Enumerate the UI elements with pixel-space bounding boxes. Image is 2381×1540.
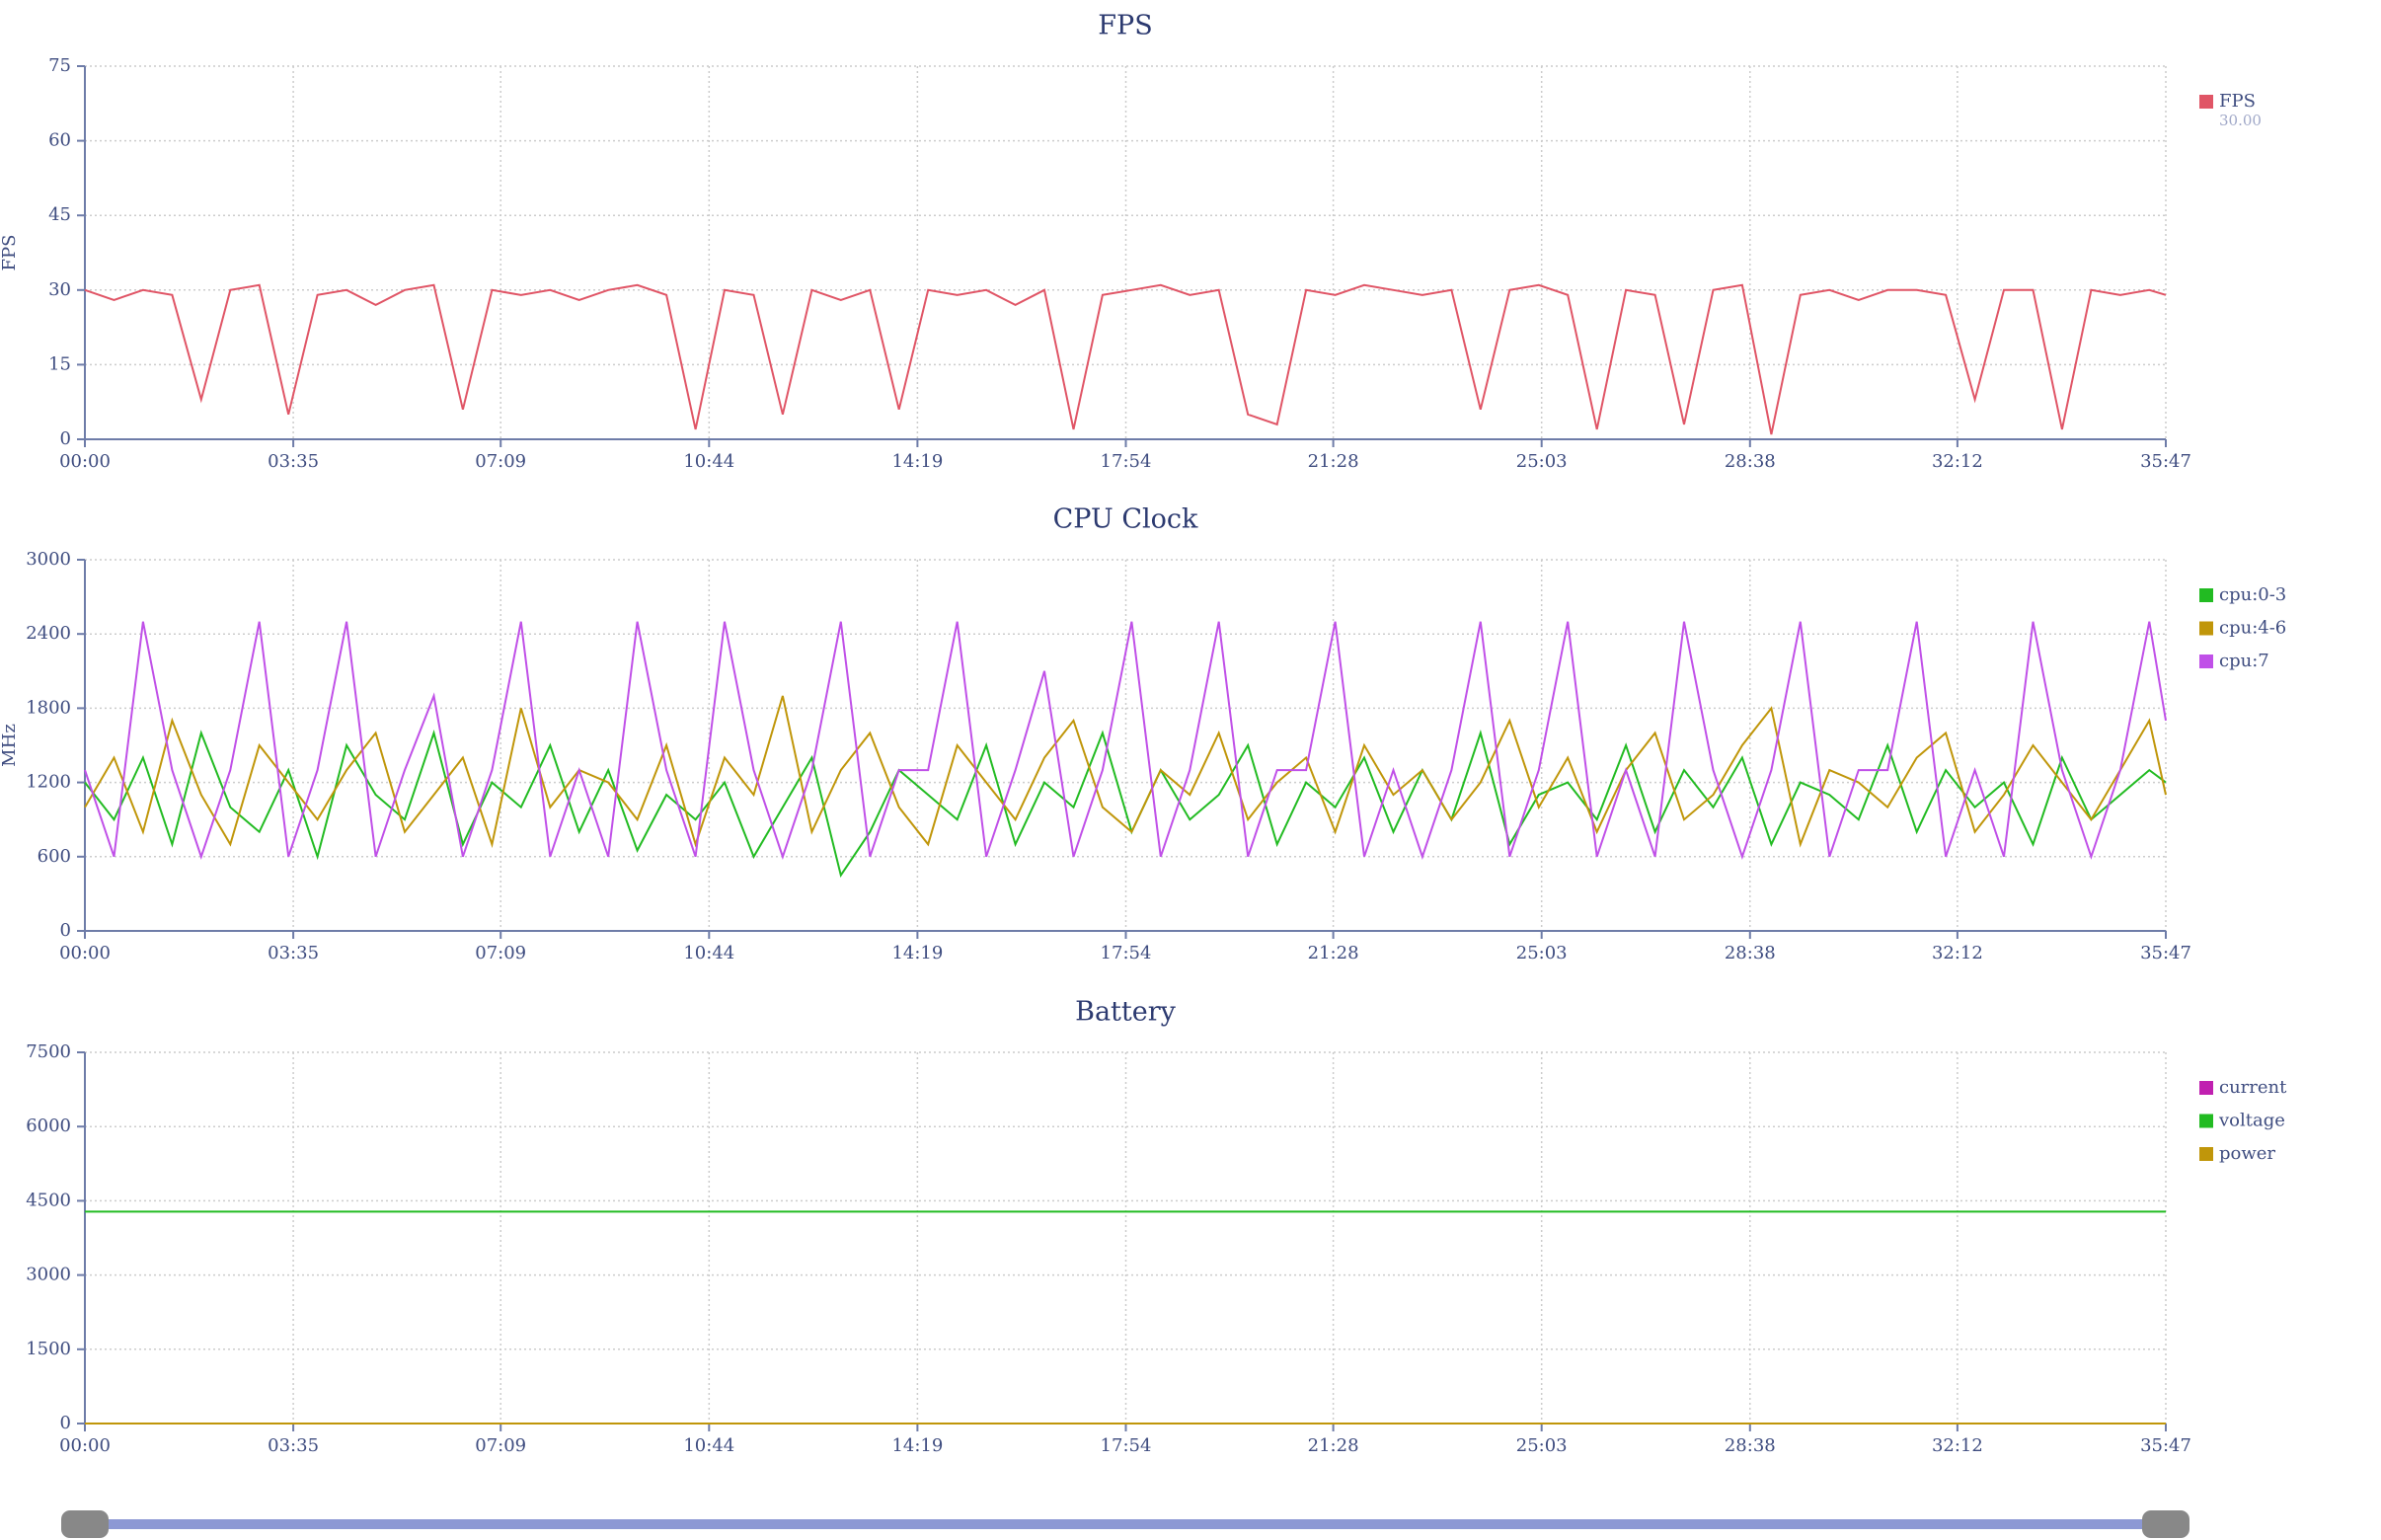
slider-handle-end[interactable]: [2142, 1510, 2189, 1538]
x-tick-label: 28:38: [1725, 943, 1776, 963]
legend-swatch: [2199, 95, 2213, 109]
x-tick-label: 21:28: [1308, 943, 1359, 963]
x-tick-label: 25:03: [1516, 1435, 1568, 1456]
y-tick-label: 2400: [26, 623, 71, 644]
y-tick-label: 3000: [26, 1265, 71, 1285]
slider-track[interactable]: [61, 1519, 2189, 1529]
y-tick-label: 30: [48, 279, 71, 300]
x-tick-label: 10:44: [683, 451, 734, 472]
y-tick-label: 15: [48, 353, 71, 374]
x-tick-label: 35:47: [2140, 451, 2191, 472]
y-axis-label: FPS: [0, 235, 20, 271]
x-tick-label: 25:03: [1516, 451, 1568, 472]
y-tick-label: 600: [38, 846, 71, 867]
x-tick-label: 32:12: [1932, 451, 1983, 472]
slider-handle-start[interactable]: [61, 1510, 109, 1538]
chart-title: FPS: [1098, 11, 1152, 41]
legend-swatch: [2199, 1081, 2213, 1095]
x-tick-label: 14:19: [891, 1435, 943, 1456]
y-axis-label: MHz: [0, 724, 20, 767]
y-tick-label: 45: [48, 204, 71, 225]
x-tick-label: 35:47: [2140, 943, 2191, 963]
series-line: [84, 283, 2167, 435]
x-tick-label: 07:09: [475, 943, 526, 963]
x-tick-label: 28:38: [1725, 451, 1776, 472]
x-tick-label: 10:44: [683, 1435, 734, 1456]
chart-title: CPU Clock: [1053, 504, 1198, 535]
y-tick-label: 4500: [26, 1190, 71, 1210]
legend-label: current: [2219, 1077, 2287, 1098]
x-tick-label: 14:19: [891, 943, 943, 963]
x-tick-label: 14:19: [891, 451, 943, 472]
y-tick-label: 75: [48, 55, 71, 76]
x-tick-label: 17:54: [1101, 943, 1152, 963]
legend-label: voltage: [2218, 1111, 2285, 1131]
x-tick-label: 00:00: [59, 943, 111, 963]
series-line: [84, 695, 2167, 849]
x-tick-label: 03:35: [268, 1435, 319, 1456]
x-tick-label: 07:09: [475, 451, 526, 472]
x-tick-label: 17:54: [1101, 1435, 1152, 1456]
x-tick-label: 21:28: [1308, 1435, 1359, 1456]
x-tick-label: 17:54: [1101, 451, 1152, 472]
x-tick-label: 07:09: [475, 1435, 526, 1456]
legend-swatch: [2199, 588, 2213, 602]
legend-swatch: [2199, 1114, 2213, 1128]
legend-swatch: [2199, 621, 2213, 636]
legend-label: FPS: [2219, 91, 2256, 112]
y-tick-label: 0: [60, 1413, 71, 1433]
y-tick-label: 0: [60, 920, 71, 941]
y-tick-label: 0: [60, 428, 71, 449]
x-tick-label: 03:35: [268, 451, 319, 472]
x-tick-label: 00:00: [59, 451, 111, 472]
y-tick-label: 3000: [26, 549, 71, 570]
legend-value: 30.00: [2219, 112, 2262, 129]
x-tick-label: 21:28: [1308, 451, 1359, 472]
y-tick-label: 1200: [26, 772, 71, 793]
legend-swatch: [2199, 654, 2213, 668]
x-tick-label: 00:00: [59, 1435, 111, 1456]
legend-label: cpu:7: [2219, 651, 2269, 671]
x-tick-label: 10:44: [683, 943, 734, 963]
legend-label: cpu:0-3: [2219, 584, 2286, 605]
x-tick-label: 32:12: [1932, 943, 1983, 963]
x-tick-label: 32:12: [1932, 1435, 1983, 1456]
series-line: [84, 621, 2167, 860]
chart-title: Battery: [1075, 997, 1177, 1028]
legend-label: cpu:4-6: [2219, 618, 2286, 639]
x-tick-label: 25:03: [1516, 943, 1568, 963]
y-tick-label: 7500: [26, 1041, 71, 1062]
y-tick-label: 60: [48, 130, 71, 151]
y-tick-label: 1800: [26, 697, 71, 718]
legend-swatch: [2199, 1147, 2213, 1161]
y-tick-label: 6000: [26, 1116, 71, 1136]
legend-label: power: [2219, 1143, 2275, 1164]
x-tick-label: 28:38: [1725, 1435, 1776, 1456]
x-tick-label: 35:47: [2140, 1435, 2191, 1456]
x-tick-label: 03:35: [268, 943, 319, 963]
y-tick-label: 1500: [26, 1339, 71, 1359]
